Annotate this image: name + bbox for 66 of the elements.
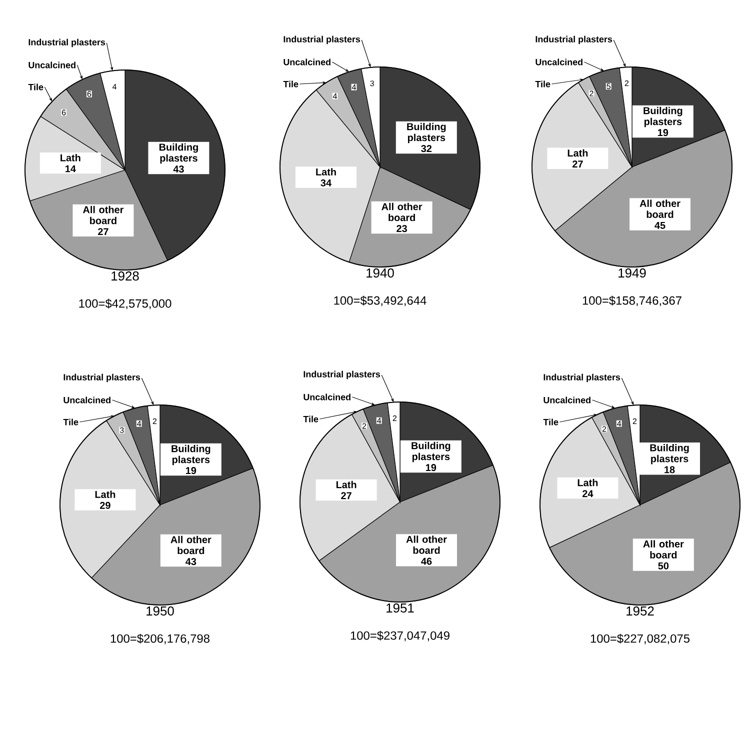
text: 1950 [146, 606, 174, 616]
slice-label: Lath [568, 149, 588, 157]
data-label: 32 [421, 145, 432, 152]
data-label: 14 [65, 165, 76, 172]
slice-label: Industrial plasters [304, 370, 380, 380]
slice-label: Uncalcined [544, 396, 590, 404]
slice-label: All other board [406, 536, 447, 554]
slice-label: Building plasters [412, 442, 450, 462]
slice-label: Building plasters [159, 143, 198, 164]
text: 100=$237,047,049 [350, 630, 450, 642]
slice-label: Tile [303, 416, 318, 422]
text: 100=$158,746,367 [582, 296, 682, 306]
slice-label: Lath [60, 154, 80, 162]
slice-label: Tile [543, 418, 558, 426]
slice-label: Building plasters [407, 122, 446, 144]
slice-label: Tile [28, 84, 44, 90]
text: 1952 [626, 606, 654, 616]
slice-label: Industrial plasters [284, 36, 360, 44]
data-label: 19 [426, 464, 436, 472]
data-label: 24 [582, 490, 594, 498]
slice-label: All other board [382, 202, 422, 222]
slice-label: Tile [63, 418, 78, 426]
data-label: 27 [98, 228, 108, 236]
data-label: 27 [572, 160, 583, 168]
slice-label: Industrial plasters [28, 38, 106, 48]
slice-label: Lath [336, 480, 356, 488]
text: 100=$206,176,798 [110, 634, 210, 644]
slice-label: All other board [82, 206, 124, 224]
slice-label: Uncalcined [284, 58, 330, 66]
text: 1949 [618, 268, 646, 278]
text: 1940 [366, 268, 394, 278]
slice-label: All other board [640, 200, 680, 218]
slice-label: Uncalcined [304, 394, 350, 400]
slice-label: Industrial plasters [64, 374, 140, 382]
data-label: 34 [320, 179, 332, 186]
slice-label: All other board [170, 536, 212, 554]
data-label: 19 [658, 129, 668, 136]
slice-label: All other board [643, 540, 684, 558]
data-label: 46 [421, 558, 432, 565]
slice-label: Lath [95, 490, 116, 498]
text: 1928 [112, 271, 139, 281]
slice-label: Building plasters [172, 444, 210, 466]
slice-label: Uncalcined [536, 58, 582, 66]
slice-label: Industrial plasters [536, 36, 612, 44]
text: 1951 [386, 603, 414, 613]
text: 100=$227,082,075 [590, 634, 690, 644]
slice-label: Building plasters [650, 444, 689, 464]
slice-label: Tile [535, 80, 550, 88]
slice-label: Industrial plasters [544, 374, 620, 382]
text: 100=$53,492,644 [334, 296, 426, 306]
data-label: 27 [341, 492, 352, 500]
data-label: 29 [100, 502, 110, 509]
data-label: 19 [186, 467, 196, 474]
text: 100=$42,575,000 [79, 298, 172, 310]
slice-label: Uncalcined [28, 62, 76, 68]
slice-label: Uncalcined [64, 396, 110, 404]
data-label: 23 [396, 225, 407, 232]
slice-label: Lath [578, 478, 598, 486]
slice-label: Tile [283, 80, 298, 88]
slice-label: Building plasters [644, 106, 682, 128]
data-label: 50 [658, 562, 669, 570]
data-label: 43 [173, 166, 184, 173]
data-label: 43 [186, 558, 196, 566]
data-label: 18 [664, 466, 675, 474]
data-label: 45 [654, 222, 666, 229]
slice-label: Lath [316, 168, 336, 176]
